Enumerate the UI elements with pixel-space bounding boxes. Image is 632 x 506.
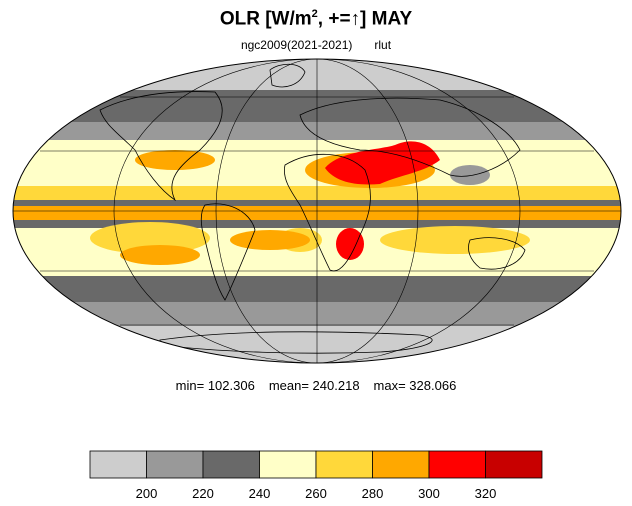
stat-min: min= 102.306: [175, 378, 255, 393]
field-statistics: min= 102.306 mean= 240.218 max= 328.066: [0, 378, 632, 393]
colorbar-swatch: [485, 450, 543, 479]
stat-mean: mean= 240.218: [268, 378, 360, 393]
world-map: [12, 58, 622, 364]
colorbar-tick-label: 220: [192, 486, 214, 501]
plot-subtitle: ngc2009(2021-2021) rlut: [0, 38, 632, 52]
model-label: ngc2009(2021-2021): [240, 38, 353, 52]
colorbar-tick-label: 300: [418, 486, 440, 501]
stat-max: max= 328.066: [373, 378, 457, 393]
colorbar-swatch: [202, 450, 260, 479]
colorbar-swatch: [372, 450, 430, 479]
graticule: [13, 59, 621, 363]
colorbar-swatch: [428, 450, 486, 479]
colorbar-tick-label: 260: [305, 486, 327, 501]
olr-field: [13, 59, 621, 363]
colorbar-tick-label: 200: [135, 486, 158, 501]
colorbar-swatch: [89, 450, 147, 479]
colorbar: [89, 450, 543, 479]
colorbar-swatch: [259, 450, 317, 479]
colorbar-swatch: [146, 450, 204, 479]
coastlines: [99, 63, 526, 354]
colorbar-tick-label: 280: [361, 486, 384, 501]
map-border: [12, 58, 622, 364]
colorbar-tick-label: 240: [248, 486, 271, 501]
plot-title: OLR [W/m2, +=↑] MAY: [219, 8, 413, 30]
variable-label: rlut: [374, 38, 392, 52]
colorbar-tick-label: 320: [474, 486, 497, 501]
colorbar-swatch: [315, 450, 373, 479]
